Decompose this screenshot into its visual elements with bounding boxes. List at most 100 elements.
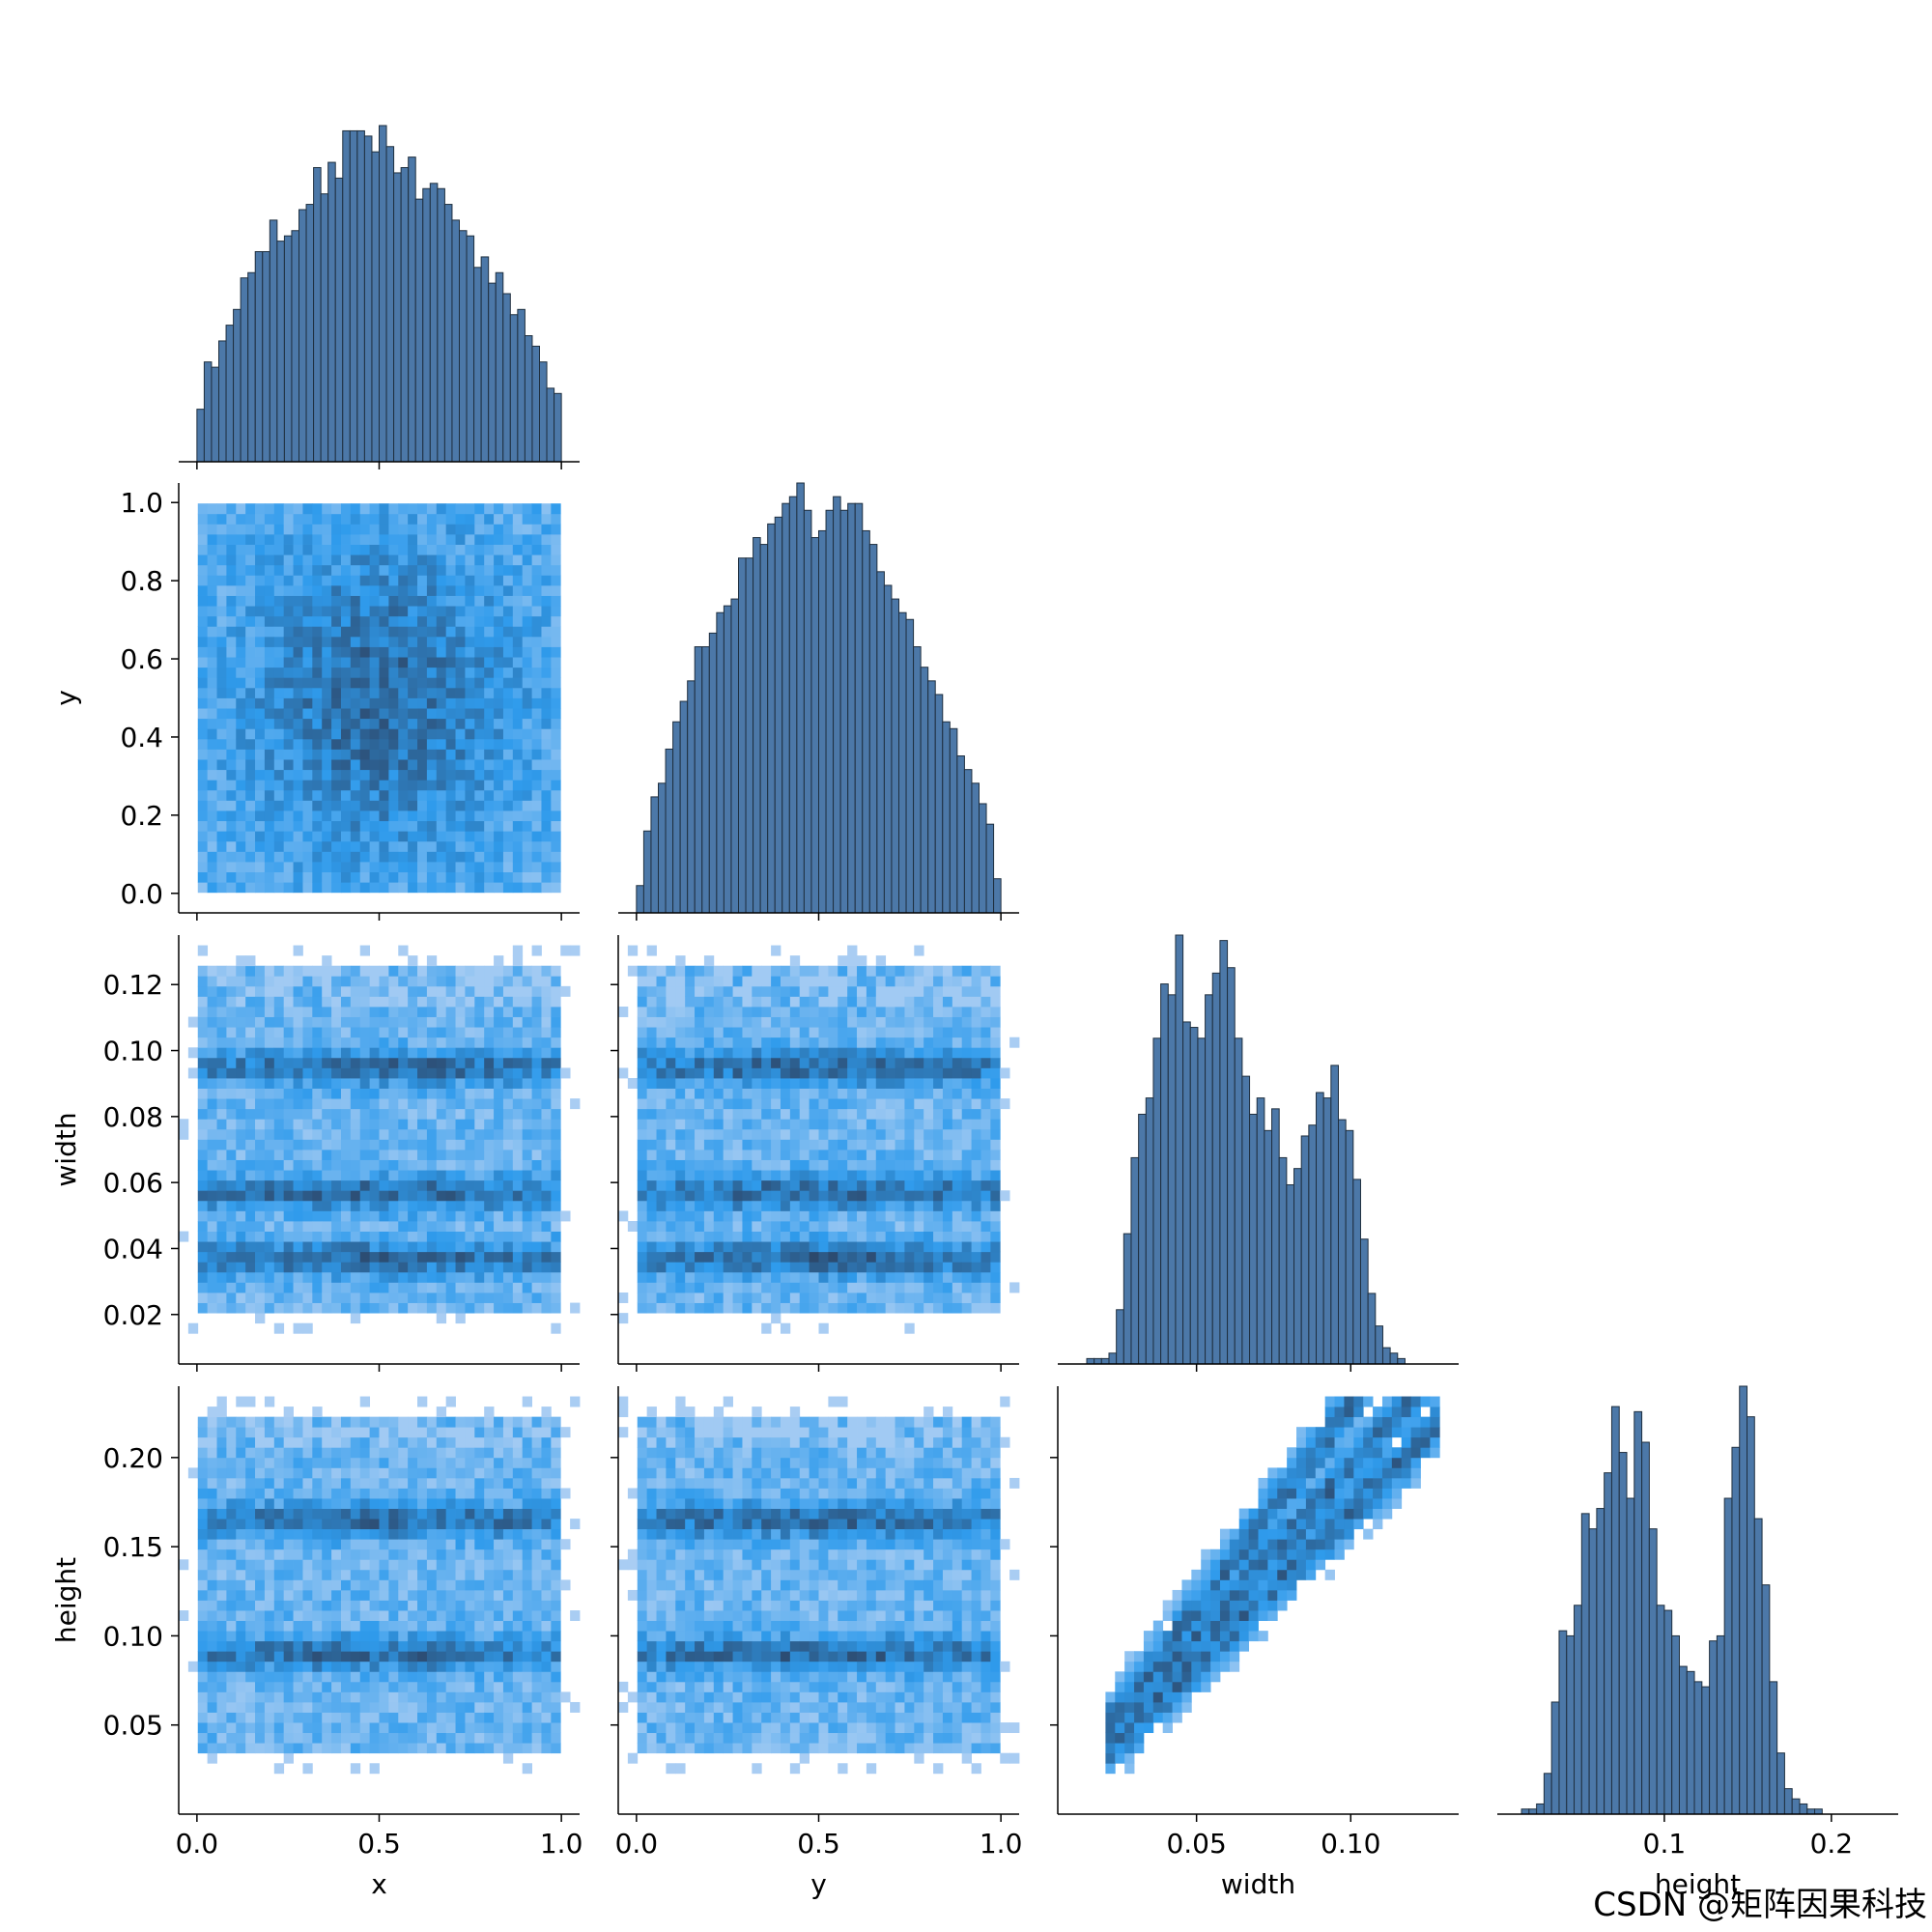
heatmap-cell xyxy=(340,1200,352,1211)
heatmap-cell xyxy=(226,965,237,977)
heatmap-cell xyxy=(426,1271,438,1283)
heatmap-cell xyxy=(494,1078,504,1089)
heatmap-cell xyxy=(350,1508,361,1520)
heatmap-cell xyxy=(828,996,838,1008)
heatmap-cell xyxy=(226,871,237,883)
heatmap-cell xyxy=(875,1027,887,1038)
heatmap-cell xyxy=(207,1589,217,1601)
heatmap-cell xyxy=(264,1671,275,1683)
heatmap-cell xyxy=(226,810,237,822)
heatmap-cell xyxy=(789,1016,801,1028)
heatmap-cell xyxy=(857,1159,867,1171)
heatmap-cell xyxy=(551,800,561,811)
heatmap-cell xyxy=(522,554,532,566)
heatmap-cell xyxy=(789,1271,801,1283)
heatmap-cell xyxy=(216,820,227,832)
heatmap-cell xyxy=(713,1262,724,1273)
heatmap-cell xyxy=(216,831,227,842)
heatmap-cell xyxy=(197,524,209,535)
heatmap-cell xyxy=(283,1467,294,1479)
heatmap-cell xyxy=(293,945,303,956)
heatmap-cell xyxy=(350,810,361,822)
heatmap-cell xyxy=(369,996,380,1008)
heatmap-cell xyxy=(465,728,475,740)
heatmap-cell xyxy=(236,636,246,647)
heatmap-cell xyxy=(474,636,485,647)
heatmap-cell xyxy=(799,1190,810,1202)
heatmap-cell xyxy=(293,1067,303,1079)
heatmap-cell xyxy=(236,780,246,791)
heatmap-cell xyxy=(236,1488,246,1499)
heatmap-cell xyxy=(350,615,361,627)
heatmap-cell xyxy=(455,1313,466,1324)
heatmap-cell xyxy=(216,1539,227,1550)
heatmap-cell xyxy=(531,976,542,987)
heatmap-cell xyxy=(340,851,352,863)
heatmap-cell xyxy=(293,1241,303,1253)
heatmap-cell xyxy=(875,1221,887,1232)
heatmap-cell xyxy=(302,800,313,811)
heatmap-cell xyxy=(226,1128,237,1140)
heatmap-cell xyxy=(904,1047,915,1059)
heatmap-cell xyxy=(904,1027,915,1038)
heatmap-cell xyxy=(197,575,209,586)
heatmap-cell xyxy=(551,584,561,596)
heatmap-cell xyxy=(752,1200,762,1211)
heatmap-cell xyxy=(369,1763,380,1775)
heatmap-cell xyxy=(828,1241,838,1253)
heatmap-cell xyxy=(465,820,475,832)
heatmap-cell xyxy=(809,976,819,987)
heatmap-cell xyxy=(904,1262,915,1273)
heatmap-cell xyxy=(379,1016,389,1028)
heatmap-cell xyxy=(187,1067,199,1079)
heatmap-cell xyxy=(312,996,323,1008)
heatmap-cell xyxy=(436,524,447,535)
heatmap-cell xyxy=(216,1519,227,1530)
heatmap-cell xyxy=(531,1128,542,1140)
heatmap-cell xyxy=(904,1128,915,1140)
heatmap-cell xyxy=(369,1743,380,1754)
heatmap-cell xyxy=(923,985,934,997)
heatmap-cell xyxy=(445,1150,456,1160)
heatmap-cell xyxy=(245,1722,256,1734)
heatmap-cell xyxy=(408,1302,418,1314)
heatmap-cell xyxy=(914,1241,924,1253)
heatmap-cell xyxy=(531,882,542,894)
hist-bar xyxy=(1375,1325,1383,1365)
heatmap-cell xyxy=(436,646,447,658)
heatmap-cell xyxy=(293,667,303,678)
heatmap-cell xyxy=(933,1293,944,1303)
heatmap-cell xyxy=(226,1447,237,1459)
heatmap-cell xyxy=(990,1170,1001,1181)
heatmap-cell xyxy=(255,1457,266,1468)
heatmap-cell xyxy=(197,564,209,576)
heatmap-cell xyxy=(255,831,266,842)
heatmap-cell xyxy=(255,1732,266,1744)
heatmap-cell xyxy=(866,1047,877,1059)
heatmap-cell xyxy=(340,1067,352,1079)
heatmap-cell xyxy=(952,1262,963,1273)
heatmap-cell xyxy=(331,667,342,678)
heatmap-cell xyxy=(799,1016,810,1028)
heatmap-cell xyxy=(426,820,438,832)
heatmap-cell xyxy=(207,1241,217,1253)
heatmap-cell xyxy=(197,646,209,658)
heatmap-cell xyxy=(646,945,657,956)
heatmap-cell xyxy=(264,1743,275,1754)
heatmap-cell xyxy=(236,1427,246,1438)
hist-bar xyxy=(956,755,965,914)
heatmap-cell xyxy=(264,1467,275,1479)
heatmap-cell xyxy=(197,1057,209,1068)
heatmap-cell xyxy=(245,1302,256,1314)
heatmap-cell xyxy=(980,1098,991,1110)
heatmap-cell xyxy=(302,697,313,709)
heatmap-cell xyxy=(761,1282,772,1293)
heatmap-cell xyxy=(302,976,313,987)
heatmap-cell xyxy=(426,789,438,801)
heatmap-cell xyxy=(245,851,256,863)
heatmap-cell xyxy=(761,1293,772,1303)
heatmap-cell xyxy=(771,1221,781,1232)
heatmap-cell xyxy=(417,606,428,617)
heatmap-cell xyxy=(207,1508,217,1520)
heatmap-cell xyxy=(312,1519,323,1530)
